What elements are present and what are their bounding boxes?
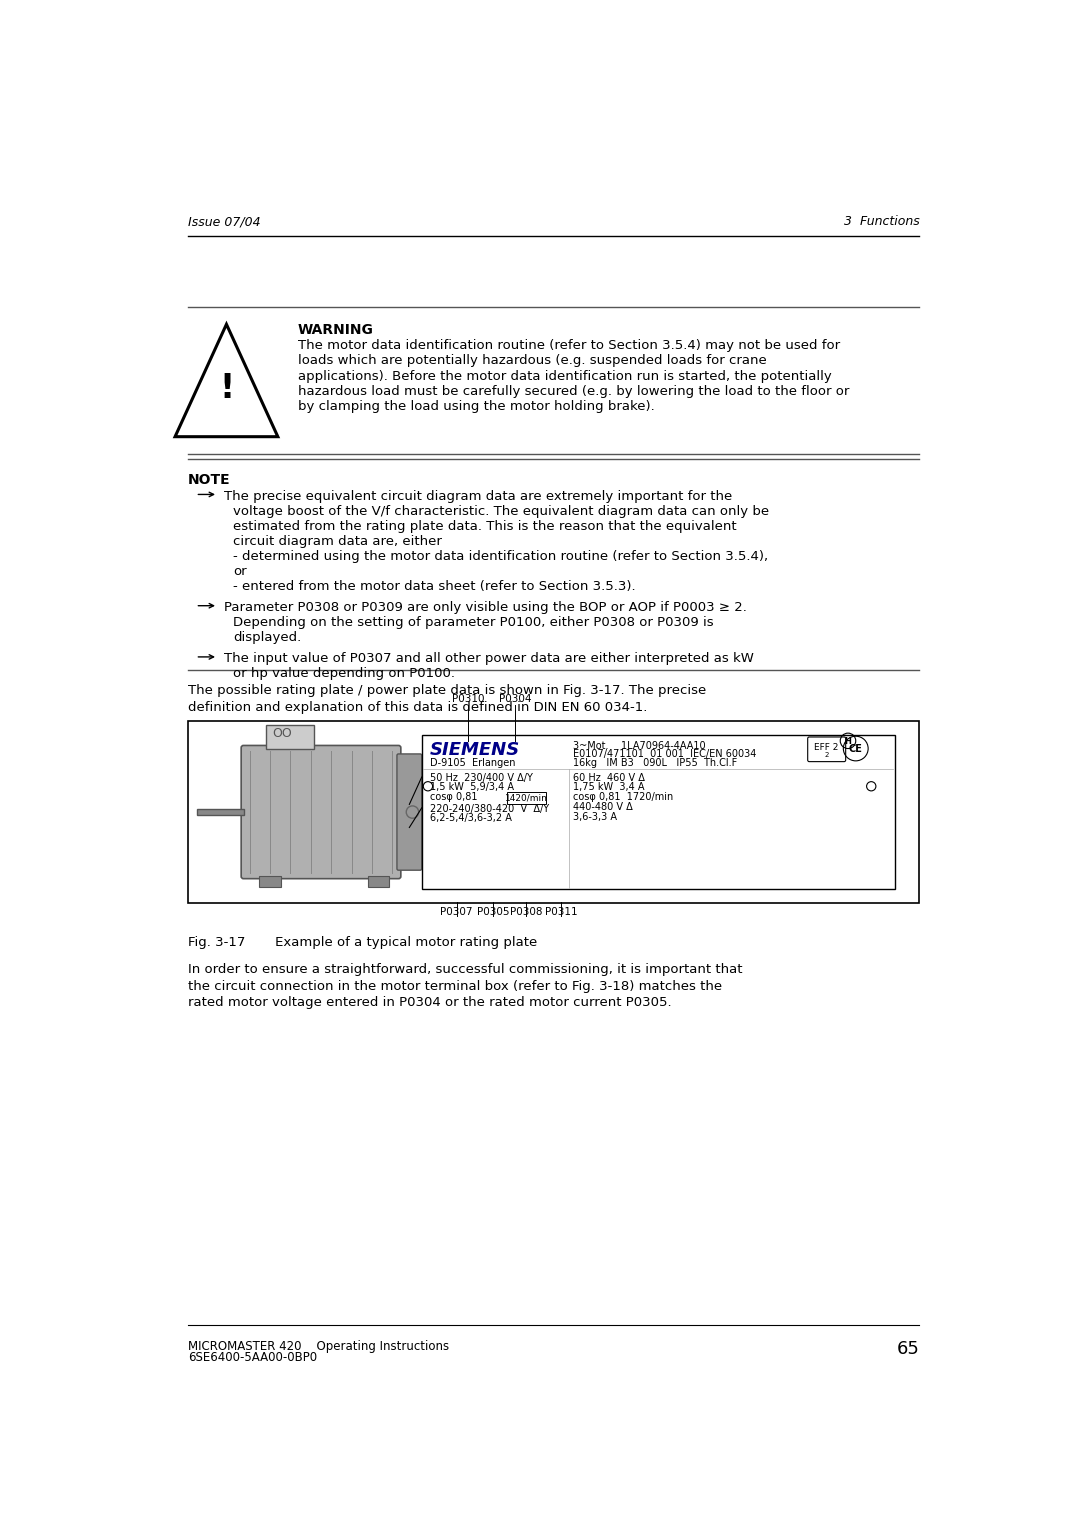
FancyBboxPatch shape [507,793,545,804]
Text: 1420/min: 1420/min [505,795,548,804]
Text: D-9105  Erlangen: D-9105 Erlangen [430,758,515,767]
Text: Depending on the setting of parameter P0100, either P0308 or P0309 is: Depending on the setting of parameter P0… [233,616,714,630]
FancyBboxPatch shape [241,746,401,879]
Text: 440-480 V Δ: 440-480 V Δ [572,802,633,813]
Text: by clamping the load using the motor holding brake).: by clamping the load using the motor hol… [298,400,654,414]
Text: H: H [845,736,851,746]
FancyBboxPatch shape [367,877,389,888]
Text: rated motor voltage entered in P0304 or the rated motor current P0305.: rated motor voltage entered in P0304 or … [188,996,672,1010]
Text: definition and explanation of this data is defined in DIN EN 60 034-1.: definition and explanation of this data … [188,701,647,714]
Text: CE: CE [849,744,863,755]
Text: cosφ 0,81: cosφ 0,81 [430,792,477,802]
Text: The possible rating plate / power plate data is shown in Fig. 3-17. The precise: The possible rating plate / power plate … [188,685,706,697]
Text: 3  Functions: 3 Functions [843,215,919,228]
Text: displayed.: displayed. [233,631,301,645]
Text: P0307: P0307 [441,908,473,917]
Text: SIEMENS: SIEMENS [430,741,519,759]
Text: P0304: P0304 [499,694,531,704]
Text: circuit diagram data are, either: circuit diagram data are, either [233,535,443,549]
Text: E0107/471101  01 001  IEC/EN 60034: E0107/471101 01 001 IEC/EN 60034 [572,749,756,759]
Text: The input value of P0307 and all other power data are either interpreted as kW: The input value of P0307 and all other p… [225,652,754,665]
Text: MICROMASTER 420    Operating Instructions: MICROMASTER 420 Operating Instructions [188,1340,449,1352]
Text: 3,6-3,3 A: 3,6-3,3 A [572,811,617,822]
Text: or hp value depending on P0100.: or hp value depending on P0100. [233,668,456,680]
Text: the circuit connection in the motor terminal box (refer to Fig. 3-18) matches th: the circuit connection in the motor term… [188,979,721,993]
Text: 60 Hz  460 V Δ: 60 Hz 460 V Δ [572,773,645,784]
FancyBboxPatch shape [808,736,846,761]
Text: 6,2-5,4/3,6-3,2 A: 6,2-5,4/3,6-3,2 A [430,813,511,824]
Text: or: or [233,565,247,578]
Text: NOTE: NOTE [188,472,230,487]
Text: 220-240/380-420  V  Δ/Y: 220-240/380-420 V Δ/Y [430,804,549,814]
Text: P0311: P0311 [545,908,578,917]
FancyBboxPatch shape [397,753,422,871]
Text: The precise equivalent circuit diagram data are extremely important for the: The precise equivalent circuit diagram d… [225,490,732,503]
Text: P0310: P0310 [453,694,485,704]
Text: 65: 65 [896,1340,919,1358]
Text: !: ! [219,371,234,405]
Text: 6SE6400-5AA00-0BP0: 6SE6400-5AA00-0BP0 [188,1351,316,1365]
Text: - entered from the motor data sheet (refer to Section 3.5.3).: - entered from the motor data sheet (ref… [233,581,636,593]
FancyBboxPatch shape [197,808,243,814]
Text: cosφ 0,81  1720/min: cosφ 0,81 1720/min [572,792,673,802]
FancyBboxPatch shape [259,877,281,888]
FancyBboxPatch shape [422,735,894,889]
Text: Parameter P0308 or P0309 are only visible using the BOP or AOP if P0003 ≥ 2.: Parameter P0308 or P0309 are only visibl… [225,601,747,614]
Text: P0308: P0308 [510,908,542,917]
Text: WARNING: WARNING [298,324,374,338]
Text: Issue 07/04: Issue 07/04 [188,215,260,228]
Text: EFF 2: EFF 2 [814,743,838,752]
Text: P0305: P0305 [476,908,510,917]
Text: loads which are potentially hazardous (e.g. suspended loads for crane: loads which are potentially hazardous (e… [298,354,767,367]
Text: voltage boost of the V/f characteristic. The equivalent diagram data can only be: voltage boost of the V/f characteristic.… [233,504,770,518]
Text: - determined using the motor data identification routine (refer to Section 3.5.4: - determined using the motor data identi… [233,550,769,562]
FancyBboxPatch shape [188,721,919,903]
Text: 3~Mot.    1LA70964-4AA10: 3~Mot. 1LA70964-4AA10 [572,741,705,750]
Text: The motor data identification routine (refer to Section 3.5.4) may not be used f: The motor data identification routine (r… [298,339,840,351]
Text: 50 Hz  230/400 V Δ/Y: 50 Hz 230/400 V Δ/Y [430,773,532,784]
Text: 1,75 kW  3,4 A: 1,75 kW 3,4 A [572,782,645,793]
Text: 2: 2 [824,752,828,758]
Text: OO: OO [272,727,292,741]
Text: applications). Before the motor data identification run is started, the potentia: applications). Before the motor data ide… [298,370,832,382]
Text: Fig. 3-17       Example of a typical motor rating plate: Fig. 3-17 Example of a typical motor rat… [188,935,537,949]
Text: hazardous load must be carefully secured (e.g. by lowering the load to the floor: hazardous load must be carefully secured… [298,385,849,399]
Text: estimated from the rating plate data. This is the reason that the equivalent: estimated from the rating plate data. Th… [233,520,737,533]
Text: 1,5 kW  5,9/3,4 A: 1,5 kW 5,9/3,4 A [430,782,513,793]
Text: In order to ensure a straightforward, successful commissioning, it is important : In order to ensure a straightforward, su… [188,963,742,975]
Text: 16kg   IM B3   090L   IP55  Th.Cl.F: 16kg IM B3 090L IP55 Th.Cl.F [572,758,738,767]
FancyBboxPatch shape [266,726,314,749]
